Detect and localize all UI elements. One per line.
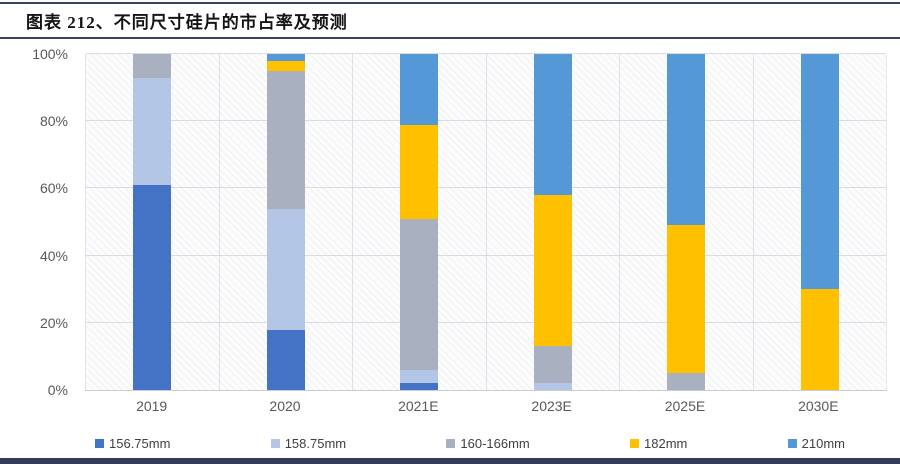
legend-label: 182mm [644,436,688,451]
y-axis: 0% 20% 40% 60% 80% 100% [0,47,78,397]
y-tick-label: 20% [39,314,68,331]
bar-segment-182mm [667,225,706,374]
bar-segment-210mm [400,54,439,125]
bar-segment-160-166mm [533,346,572,384]
bar-segment-182mm [266,60,305,71]
bar-segment-210mm [800,54,839,290]
legend-swatch-icon [446,439,456,448]
stacked-bar-2025E [667,54,706,390]
footer-rule-bar [0,458,900,464]
bar-segment-158.75mm [533,383,572,390]
legend: 156.75mm 158.75mm 160-166mm 182mm 210mm [95,436,845,451]
y-tick-label: 80% [39,113,68,130]
bar-segment-160-166mm [400,218,439,370]
stacked-bar-2019 [133,54,172,390]
x-tick-label: 2021E [398,398,439,414]
legend-item-210mm: 210mm [787,436,845,451]
legend-item-156.75mm: 156.75mm [95,436,170,451]
bar-segment-210mm [667,54,706,226]
y-tick-label: 0% [47,382,68,398]
bar-segment-160-166mm [266,70,305,209]
plot-area [85,53,887,391]
bar-segment-182mm [400,124,439,219]
legend-item-182mm: 182mm [630,436,687,451]
category-column-2030E [754,54,887,390]
category-column-2023E [487,54,620,390]
x-tick-label: 2025E [664,398,706,414]
legend-label: 210mm [801,436,845,451]
bar-segment-160-166mm [133,54,172,78]
legend-item-160-166mm: 160-166mm [446,436,530,451]
x-tick-label: 2020 [269,398,301,414]
plot-columns [86,54,886,390]
bar-segment-158.75mm [133,77,172,186]
gridline [86,53,886,54]
bar-segment-156.75mm [400,383,439,390]
x-tick-label: 2023E [531,398,572,414]
legend-label: 158.75mm [284,436,347,451]
gridline [86,254,886,256]
legend-item-158.75mm: 158.75mm [270,436,347,451]
header-rule-under-title [0,37,900,39]
bar-segment-160-166mm [667,373,706,390]
bar-segment-182mm [800,289,839,390]
gridline [86,187,886,189]
category-column-2025E [620,54,754,390]
bar-segment-156.75mm [266,329,305,390]
y-tick-label: 60% [39,180,68,197]
legend-swatch-icon [787,439,797,448]
stacked-bar-2020 [266,54,305,390]
gridline [86,120,886,122]
category-column-2019 [86,54,220,390]
bar-segment-210mm [266,54,305,61]
category-column-2020 [220,54,353,390]
bar-segment-158.75mm [266,208,305,330]
legend-swatch-icon [270,439,280,448]
legend-swatch-icon [95,439,104,448]
y-tick-label: 100% [32,46,68,62]
figure-title: 图表 212、不同尺寸硅片的市占率及预测 [26,13,348,32]
stacked-bar-2023E [533,54,572,390]
header-rule-top [0,2,900,4]
stacked-bar-2021E [400,54,439,390]
category-column-2021E [353,54,487,390]
bar-segment-210mm [533,54,572,196]
y-tick-label: 40% [39,247,68,264]
bar-segment-158.75mm [400,369,439,384]
x-axis-labels: 2019 2020 2021E 2023E 2025E 2030E [85,398,885,414]
x-tick-label: 2019 [136,398,168,414]
gridline [86,321,886,323]
x-tick-label: 2030E [798,398,839,414]
legend-label: 156.75mm [109,436,171,451]
bar-segment-182mm [533,195,572,347]
legend-swatch-icon [630,439,640,448]
bar-segment-156.75mm [133,185,172,390]
legend-label: 160-166mm [460,436,530,451]
stacked-bar-2030E [800,54,839,390]
